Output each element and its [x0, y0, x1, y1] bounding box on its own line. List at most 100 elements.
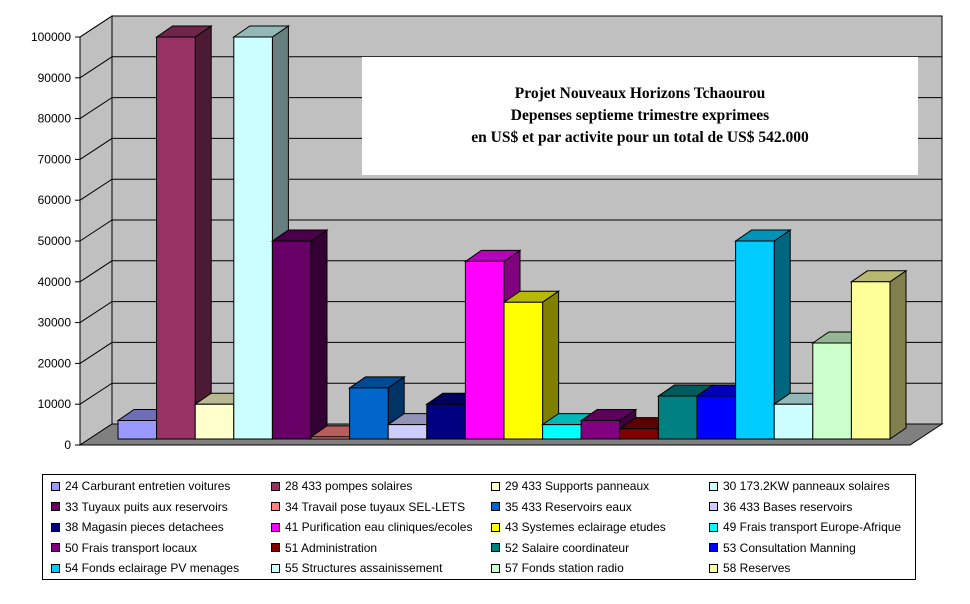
bar-face [619, 428, 659, 440]
y-tick-label: 40000 [38, 275, 72, 289]
bar-face [271, 240, 312, 440]
bar-face [696, 395, 737, 440]
bar-face [310, 229, 328, 440]
legend-label: 57 Fonds station radio [505, 561, 624, 576]
legend-swatch [51, 502, 60, 512]
bar-face [850, 281, 891, 440]
legend-swatch [271, 481, 280, 491]
bar-face [503, 301, 544, 440]
legend-swatch [709, 543, 718, 553]
legend-label: 38 Magasin pieces detachees [65, 520, 224, 535]
legend-swatch [491, 522, 500, 532]
legend-item: 50 Frais transport locaux [51, 541, 197, 555]
bar-face [889, 269, 907, 440]
bar-face [233, 36, 273, 440]
legend-label: 51 Administration [285, 540, 378, 555]
gridline [79, 15, 942, 38]
legend-label: 34 Travail pose tuyaux SEL-LETS [285, 499, 466, 514]
legend-item: 38 Magasin pieces detachees [51, 520, 224, 534]
y-tick-label: 90000 [38, 71, 72, 85]
bar-face [156, 36, 196, 440]
chart-legend: 24 Carburant entretien voitures 28 433 po… [42, 474, 916, 580]
legend-label: 29 433 Supports panneaux [505, 479, 650, 493]
legend-label: 43 Systemes eclairage etudes [505, 520, 666, 535]
y-tick-label: 0 [64, 438, 71, 452]
gridline [79, 301, 942, 324]
chart-title-line-1: Projet Nouveaux Horizons Tchaourou [514, 85, 766, 102]
bar-face [542, 424, 582, 440]
gridline [79, 219, 942, 242]
legend-swatch [709, 522, 718, 532]
y-tick-label: 20000 [38, 356, 72, 370]
bar [154, 25, 213, 440]
legend-item: 51 Administration [271, 541, 377, 555]
legend-swatch [491, 563, 500, 573]
bar-face [657, 395, 698, 440]
legend-item: 52 Salaire coordinateur [491, 541, 629, 555]
bar-face [580, 420, 621, 440]
legend-label: 55 Structures assainissement [285, 561, 443, 576]
legend-item: 36 433 Bases reservoirs [709, 500, 852, 514]
legend-swatch [709, 563, 718, 573]
legend-label: 30 173.2KW panneaux solaires [723, 479, 890, 493]
chart-title-line-3: en US$ et par activite pour un total de … [471, 129, 809, 146]
legend-swatch [51, 563, 60, 573]
legend-item: 49 Frais transport Europe-Afrique [709, 520, 901, 534]
legend-swatch [271, 543, 280, 553]
legend-item: 28 433 pompes solaires [271, 479, 412, 493]
legend-item: 55 Structures assainissement [271, 561, 442, 575]
bar [849, 269, 908, 440]
bar-face [194, 403, 235, 440]
legend-label: 58 Reserves [723, 561, 791, 576]
legend-label: 53 Consultation Manning [723, 540, 856, 555]
legend-item: 53 Consultation Manning [709, 541, 856, 555]
legend-item: 29 433 Supports panneaux [491, 479, 649, 493]
bar-face [310, 436, 351, 440]
legend-item: 34 Travail pose tuyaux SEL-LETS [271, 500, 465, 514]
legend-swatch [51, 543, 60, 553]
gridline [79, 382, 942, 405]
legend-item: 33 Tuyaux puits aux reservoirs [51, 500, 228, 514]
y-tick-label: 80000 [38, 112, 72, 126]
legend-item: 41 Purification eau cliniques/ecoles [271, 520, 472, 534]
legend-swatch [271, 563, 280, 573]
gridline [79, 341, 942, 364]
gridline [79, 260, 942, 283]
legend-label: 49 Frais transport Europe-Afrique [723, 520, 902, 535]
legend-item: 24 Carburant entretien voitures [51, 479, 230, 493]
gridline [79, 178, 942, 201]
legend-label: 36 433 Bases reservoirs [723, 499, 853, 514]
legend-label: 54 Fonds eclairage PV menages [65, 561, 240, 576]
legend-swatch [51, 522, 60, 532]
bar-face [349, 387, 389, 440]
legend-swatch [271, 502, 280, 512]
legend-swatch [491, 481, 500, 491]
legend-swatch [709, 481, 718, 491]
legend-label: 50 Frais transport locaux [65, 540, 198, 555]
legend-swatch [491, 543, 500, 553]
bar-face [117, 420, 158, 440]
legend-item: 35 433 Reservoirs eaux [491, 500, 632, 514]
y-tick-label: 30000 [38, 316, 72, 330]
bar-face [464, 260, 505, 440]
legend-label: 28 433 pompes solaires [285, 479, 413, 493]
y-tick-label: 100000 [31, 30, 71, 44]
legend-swatch [491, 502, 500, 512]
legend-label: 24 Carburant entretien voitures [65, 479, 231, 493]
bar-face [773, 403, 814, 440]
chart-title-line-2: Depenses septieme trimestre exprimees [510, 107, 770, 124]
gridline [79, 56, 942, 79]
y-tick-label: 50000 [38, 234, 72, 248]
y-tick-label: 70000 [38, 152, 72, 166]
legend-label: 35 433 Reservoirs eaux [505, 499, 632, 514]
bar [502, 290, 561, 440]
legend-item: 58 Reserves [709, 561, 790, 575]
legend-item: 57 Fonds station radio [491, 561, 624, 575]
bar-face [735, 240, 775, 440]
bar-face [426, 403, 466, 440]
chart-title: Projet Nouveaux Horizons Tchaourou Depen… [362, 57, 918, 175]
legend-item: 54 Fonds eclairage PV menages [51, 561, 239, 575]
legend-swatch [51, 481, 60, 491]
legend-swatch [271, 522, 280, 532]
